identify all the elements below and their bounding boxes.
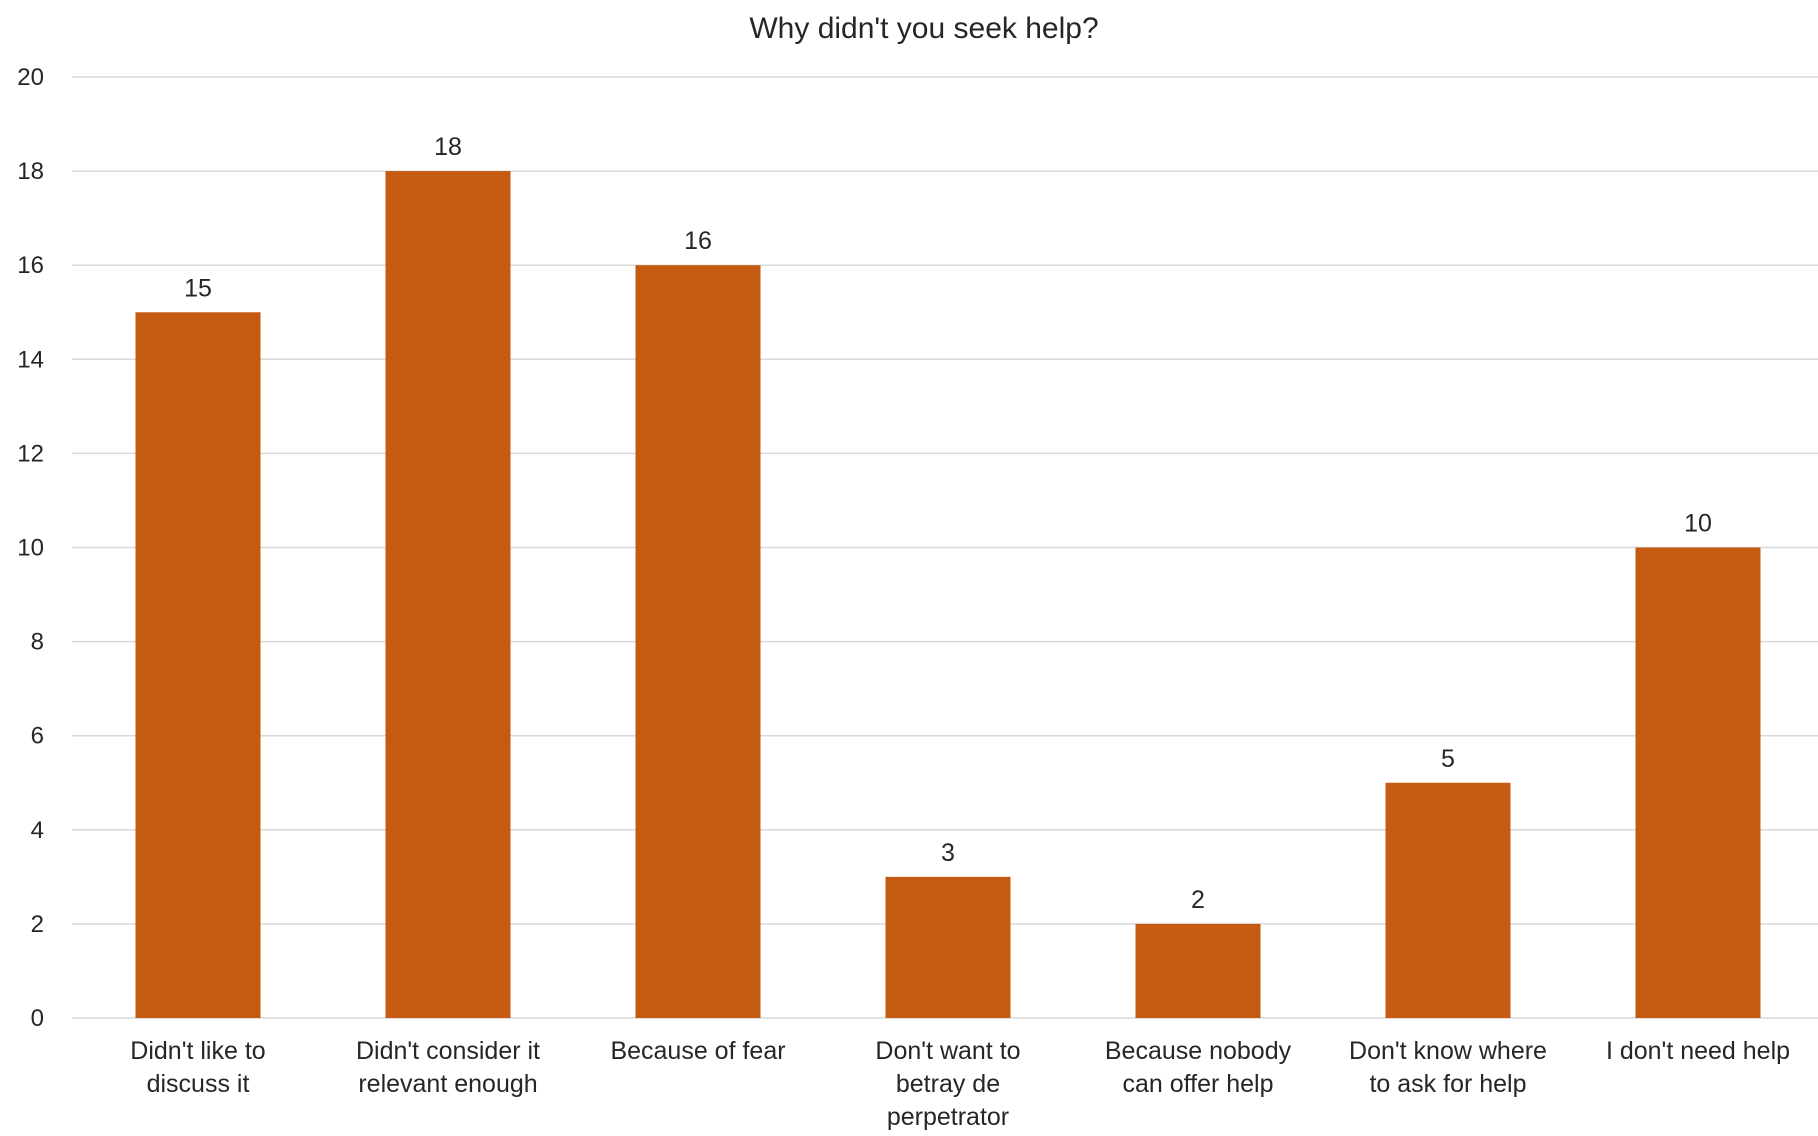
bar [1635, 547, 1761, 1018]
y-tick-label: 10 [17, 535, 44, 562]
y-tick-label: 18 [17, 158, 44, 185]
gridlines [72, 76, 1818, 1019]
y-tick-label: 2 [31, 911, 44, 938]
data-label: 3 [941, 839, 955, 867]
category-label: Didn't like to [130, 1037, 265, 1065]
category-label: Because of fear [610, 1037, 785, 1065]
y-tick-label: 0 [31, 1005, 44, 1032]
bar [885, 876, 1011, 1018]
category-label: betray de [896, 1070, 1000, 1098]
data-label: 16 [684, 227, 712, 255]
y-tick-label: 20 [17, 64, 44, 91]
category-label: I don't need help [1606, 1037, 1790, 1065]
bars [135, 171, 1761, 1019]
category-label: Because nobody [1105, 1037, 1292, 1065]
y-axis-ticks: 0 2 4 6 8 10 12 14 16 18 20 [17, 64, 44, 1032]
bar [635, 265, 761, 1018]
bar [135, 312, 261, 1018]
y-tick-label: 4 [31, 817, 44, 844]
data-labels: 15 18 16 3 2 5 10 [184, 133, 1712, 914]
bar [1135, 923, 1261, 1018]
bar [1385, 782, 1511, 1018]
category-label: can offer help [1122, 1070, 1273, 1098]
data-label: 15 [184, 274, 212, 302]
category-label: discuss it [147, 1070, 250, 1098]
bar [385, 171, 511, 1019]
x-axis-categories: Didn't like to discuss it Didn't consider … [130, 1037, 1790, 1131]
category-label: perpetrator [887, 1103, 1009, 1131]
data-label: 18 [434, 133, 462, 161]
y-tick-label: 12 [17, 440, 44, 467]
category-label: to ask for help [1369, 1070, 1526, 1098]
category-label: Don't know where [1349, 1037, 1547, 1065]
category-label: Don't want to [875, 1037, 1020, 1065]
category-label: relevant enough [358, 1070, 537, 1098]
data-label: 2 [1191, 886, 1205, 914]
chart-title: Why didn't you seek help? [749, 12, 1098, 45]
data-label: 5 [1441, 745, 1455, 773]
y-tick-label: 16 [17, 252, 44, 279]
category-label: Didn't consider it [356, 1037, 540, 1065]
y-tick-label: 14 [17, 346, 44, 373]
y-tick-label: 8 [31, 629, 44, 656]
data-label: 10 [1684, 510, 1712, 538]
y-tick-label: 6 [31, 723, 44, 750]
